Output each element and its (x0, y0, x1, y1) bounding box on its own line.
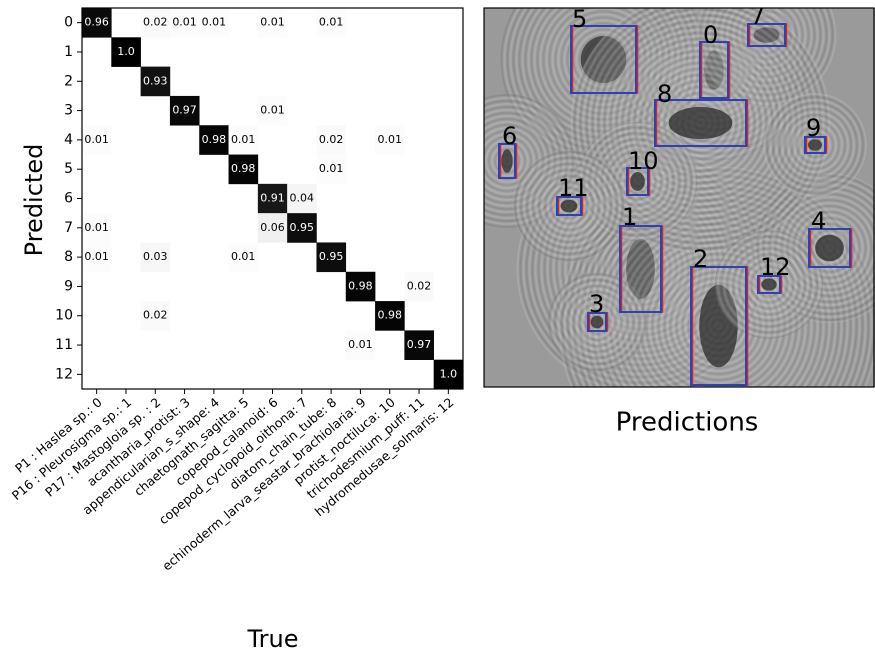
cell-label: 0.98 (348, 279, 373, 292)
cell-label: 0.06 (260, 221, 285, 234)
y-tick-label: 1 (64, 44, 73, 60)
y-tick-label: 3 (64, 103, 73, 119)
box-label: 1 (622, 203, 637, 231)
figure: 0123456789101112 Predictions True Predic… (0, 0, 875, 653)
box-label: 11 (558, 174, 589, 202)
cell-label: 0.04 (290, 192, 315, 205)
x-axis-label: True (247, 625, 299, 653)
cell-label: 1.0 (117, 45, 135, 58)
organism (815, 235, 844, 262)
cell-label: 0.96 (84, 16, 109, 29)
y-tick-label: 2 (64, 73, 73, 89)
cell-label: 0.01 (84, 250, 109, 263)
y-tick-label: 9 (64, 278, 73, 294)
cell-label: 1.0 (440, 367, 458, 380)
cell-label: 0.01 (377, 133, 402, 146)
organism (669, 107, 733, 139)
y-tick-label: 12 (55, 366, 73, 382)
cell-label: 0.01 (260, 16, 285, 29)
y-tick-label: 11 (55, 337, 73, 353)
box-label: 7 (750, 2, 765, 30)
cell-label: 0.97 (407, 338, 432, 351)
y-tick-label: 10 (55, 308, 73, 324)
y-tick-label: 8 (64, 249, 73, 265)
box-label: 8 (657, 80, 672, 108)
cell-label: 0.02 (319, 133, 344, 146)
cell-label: 0.01 (319, 16, 344, 29)
cell-label: 0.01 (348, 338, 373, 351)
cell-label: 0.01 (84, 221, 109, 234)
cell-label: 0.02 (143, 16, 168, 29)
box-label: 9 (806, 114, 821, 142)
cell-label: 0.01 (260, 104, 285, 117)
box-label: 0 (703, 21, 718, 49)
cell-label: 0.93 (143, 74, 168, 87)
cell-label: 0.02 (407, 279, 432, 292)
cell-label: 0.01 (231, 250, 256, 263)
y-tick-label: 4 (64, 132, 73, 148)
cell-label: 0.91 (260, 192, 285, 205)
y-tick-label: 0 (64, 15, 73, 31)
cell-label: 0.01 (172, 16, 197, 29)
box-label: 5 (572, 5, 587, 33)
y-tick-label: 6 (64, 191, 73, 207)
box-label: 4 (811, 207, 826, 235)
cell-label: 0.01 (319, 162, 344, 175)
cell-label: 0.95 (319, 250, 344, 263)
cell-label: 0.98 (377, 309, 402, 322)
image-title: Predictions (616, 408, 759, 438)
box-label: 6 (502, 122, 517, 150)
cell-label: 0.97 (172, 104, 197, 117)
box-label: 10 (628, 147, 659, 175)
cell-label: 0.98 (231, 162, 256, 175)
box-label: 2 (693, 245, 708, 273)
cell-label: 0.03 (143, 250, 168, 263)
cell-label: 0.02 (143, 309, 168, 322)
cell-label: 0.98 (202, 133, 227, 146)
y-tick-label: 7 (64, 220, 73, 236)
y-tick-label: 5 (64, 161, 73, 177)
organism (501, 149, 512, 173)
cell-label: 0.01 (202, 16, 227, 29)
box-label: 12 (760, 253, 791, 281)
cell-label: 0.01 (231, 133, 256, 146)
cell-label: 0.95 (290, 221, 315, 234)
y-axis-label: Predicted (20, 144, 48, 257)
cell-label: 0.01 (84, 133, 109, 146)
box-label: 3 (589, 290, 604, 318)
